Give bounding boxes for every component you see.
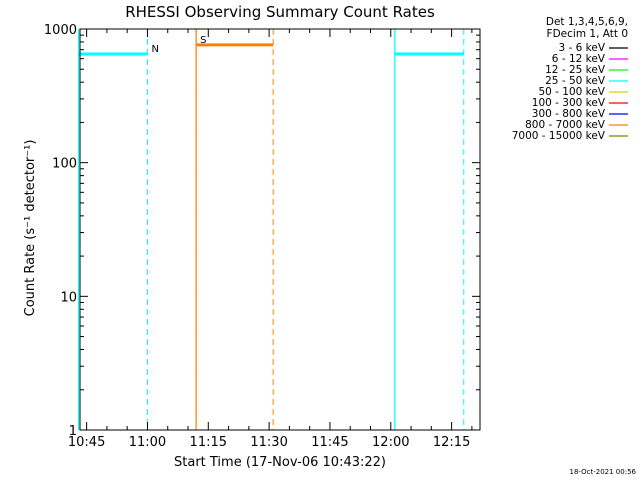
x-tick-label: 11:00	[129, 435, 166, 450]
legend-header-line: Det 1,3,4,5,6,9,	[546, 16, 628, 28]
plot-area: NS	[77, 29, 465, 430]
legend-entry-label: 7000 - 15000 keV	[512, 130, 606, 142]
legend-entry-label: 25 - 50 keV	[545, 75, 606, 87]
legend-entry-label: 12 - 25 keV	[545, 64, 606, 76]
chart-title: RHESSI Observing Summary Count Rates	[125, 3, 435, 21]
marker-label-0: N	[151, 44, 158, 55]
y-tick-label: 10	[60, 290, 77, 305]
legend-entry-label: 3 - 6 keV	[558, 42, 605, 54]
y-tick-label: 1000	[44, 23, 77, 38]
x-tick-label: 11:45	[311, 435, 348, 450]
x-tick-label: 11:15	[190, 435, 227, 450]
y-tick-label: 100	[52, 157, 77, 172]
legend-entry-label: 800 - 7000 keV	[525, 119, 606, 131]
x-tick-label: 12:00	[372, 435, 409, 450]
legend-entry-label: 300 - 800 keV	[532, 108, 606, 120]
legend: Det 1,3,4,5,6,9,FDecim 1, Att 0 3 - 6 keV…	[512, 16, 628, 142]
y-tick-label: 1	[69, 424, 77, 439]
marker-label-1: S	[200, 35, 206, 46]
legend-entry-label: 100 - 300 keV	[532, 97, 606, 109]
y-axis-label: Count Rate (s⁻¹ detector⁻¹)	[23, 140, 38, 317]
x-axis-label: Start Time (17-Nov-06 10:43:22)	[174, 455, 386, 470]
axes: 10:45 11:00 11:15 11:30 11:45 12:00 12:15 1 10 10…	[44, 23, 481, 450]
plot-frame	[79, 28, 481, 431]
legend-header-line: FDecim 1, Att 0	[547, 28, 628, 40]
legend-entry-label: 6 - 12 keV	[552, 53, 606, 65]
x-tick-label: 10:45	[68, 435, 105, 450]
legend-entry-label: 50 - 100 keV	[538, 86, 605, 98]
timestamp: 18-Oct-2021 00:56	[570, 468, 637, 476]
x-tick-label: 12:15	[433, 435, 470, 450]
x-tick-label: 11:30	[250, 435, 287, 450]
